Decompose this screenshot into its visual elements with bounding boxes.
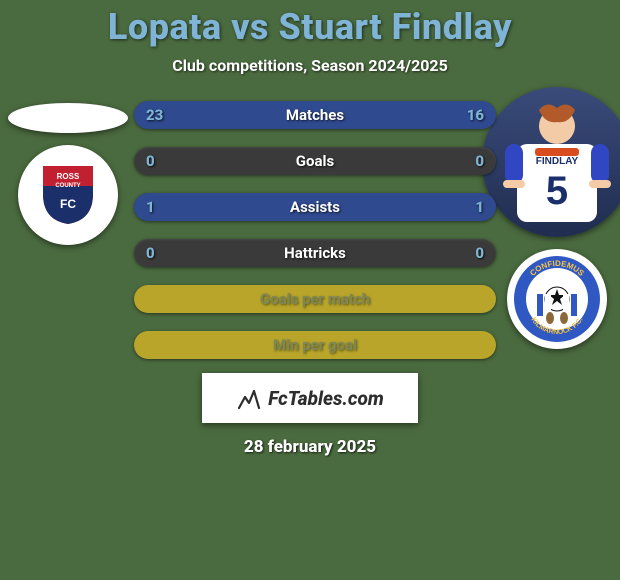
stat-value-p1: 1	[146, 198, 155, 216]
date-text: 28 february 2025	[244, 437, 376, 457]
comparison-card: Lopata vs Stuart Findlay Club competitio…	[0, 0, 620, 457]
stat-value-p2: 1	[475, 198, 484, 216]
stat-label: Hattricks	[284, 244, 346, 262]
stat-fill-p1	[134, 193, 315, 221]
svg-text:FC: FC	[60, 197, 76, 211]
stat-row-goals: 0 Goals 0	[134, 147, 496, 175]
stats-bars: 23 Matches 16 0 Goals 0 1 Assists 1 0 Ha…	[128, 101, 502, 359]
stat-value-p2: 0	[475, 244, 484, 262]
page-title: Lopata vs Stuart Findlay	[108, 6, 512, 48]
player1-column: ROSS COUNTY FC	[8, 93, 128, 245]
stat-row-matches: 23 Matches 16	[134, 101, 496, 129]
svg-text:COUNTY: COUNTY	[55, 183, 80, 189]
player2-photo: FINDLAY 5	[482, 87, 620, 237]
svg-text:ROSS: ROSS	[57, 172, 80, 181]
kilmarnock-crest-icon: CONFIDEMUS KILMARNOCK F.C.	[512, 254, 602, 344]
fctables-logo-icon	[236, 385, 262, 411]
ross-county-crest-icon: ROSS COUNTY FC	[41, 164, 95, 226]
stat-label: Goals	[296, 152, 334, 170]
stat-row-goals-per-match: Goals per match	[134, 285, 496, 313]
stat-value-p2: 0	[475, 152, 484, 170]
fctables-link[interactable]: FcTables.com	[202, 373, 418, 423]
player2-club-badge: CONFIDEMUS KILMARNOCK F.C.	[507, 249, 607, 349]
stat-value-p2: 16	[467, 106, 484, 124]
player2-jersey-icon: FINDLAY 5	[487, 92, 620, 232]
stat-value-p1: 0	[146, 152, 155, 170]
stat-row-min-per-goal: Min per goal	[134, 331, 496, 359]
fctables-label: FcTables.com	[268, 387, 384, 410]
stat-label: Goals per match	[260, 290, 370, 308]
stat-fill-p2	[315, 193, 496, 221]
jersey-number: 5	[546, 169, 568, 213]
subtitle: Club competitions, Season 2024/2025	[172, 56, 448, 75]
jersey-name: FINDLAY	[536, 156, 579, 167]
stat-value-p1: 23	[146, 106, 163, 124]
stat-label: Matches	[286, 106, 344, 124]
stat-label: Min per goal	[273, 336, 357, 354]
stat-value-p1: 0	[146, 244, 155, 262]
player2-column: FINDLAY 5 CONFIDEMUS	[502, 87, 612, 349]
stat-row-hattricks: 0 Hattricks 0	[134, 239, 496, 267]
stat-row-assists: 1 Assists 1	[134, 193, 496, 221]
comparison-body: ROSS COUNTY FC 23 Matches 16 0 Goals 0	[0, 93, 620, 359]
player1-photo-placeholder	[8, 103, 128, 133]
stat-label: Assists	[290, 198, 340, 216]
player1-club-badge: ROSS COUNTY FC	[18, 145, 118, 245]
